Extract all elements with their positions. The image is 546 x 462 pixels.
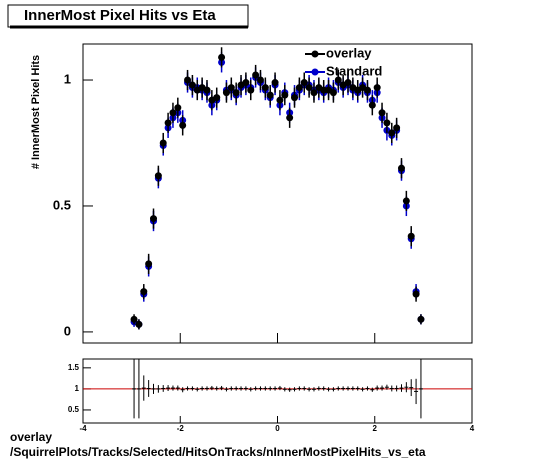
y-tick-label: 1 [64,71,71,86]
data-point [218,53,226,61]
data-point [402,197,410,205]
data-point [310,89,318,97]
data-point [227,84,235,92]
data-point [373,84,381,92]
data-point [222,89,230,97]
y-tick-label: 0.5 [53,197,71,212]
data-point [300,79,308,87]
data-point [344,79,352,87]
data-point [378,109,386,117]
data-point [334,76,342,84]
data-point [305,84,313,92]
legend-marker [311,68,319,76]
data-point [232,89,240,97]
data-point [140,288,148,296]
data-point [266,91,274,99]
data-point [407,232,415,240]
footer-line: overlay [10,430,52,444]
y-tick-label: 0.5 [68,405,80,414]
data-point [271,79,279,87]
data-point [130,315,138,323]
data-point [135,320,143,328]
data-point [184,76,192,84]
data-point [368,101,376,109]
data-point [203,86,211,94]
data-point [169,109,177,117]
data-point [179,121,187,129]
data-point [256,76,264,84]
data-point [412,290,420,298]
data-point [281,91,289,99]
y-tick-label: 1 [75,384,80,393]
data-point [188,81,196,89]
data-point [397,164,405,172]
data-point [247,86,255,94]
data-point [388,129,396,137]
data-point [291,94,299,102]
data-point [276,96,284,104]
legend-label: Standard [326,63,382,78]
data-point [150,215,158,223]
x-tick-label: 4 [470,424,475,433]
legend-label: overlay [326,45,372,60]
data-point [393,124,401,132]
data-point [363,86,371,94]
data-point [164,119,172,127]
x-tick-label: 2 [373,424,378,433]
data-point [261,84,269,92]
x-tick-label: -4 [79,424,87,433]
data-point [242,79,250,87]
data-point [154,172,162,180]
data-point [159,139,167,147]
data-point [213,94,221,102]
data-point [329,89,337,97]
data-point [174,104,182,112]
y-tick-label: 0 [64,323,71,338]
y-tick-label: 1.5 [68,363,80,372]
data-point [417,315,425,323]
data-point [145,260,153,268]
data-point [295,84,303,92]
data-point [383,119,391,127]
data-point [320,86,328,94]
chart-title: InnerMost Pixel Hits vs Eta [24,7,216,24]
y-axis-label: # InnerMost Pixel Hits [30,55,42,169]
legend-marker [311,50,319,58]
x-tick-label: -2 [177,424,185,433]
footer-line: /SquirrelPlots/Tracks/Selected/HitsOnTra… [10,445,426,459]
data-point [286,114,294,122]
data-point [252,71,260,79]
x-tick-label: 0 [275,424,280,433]
